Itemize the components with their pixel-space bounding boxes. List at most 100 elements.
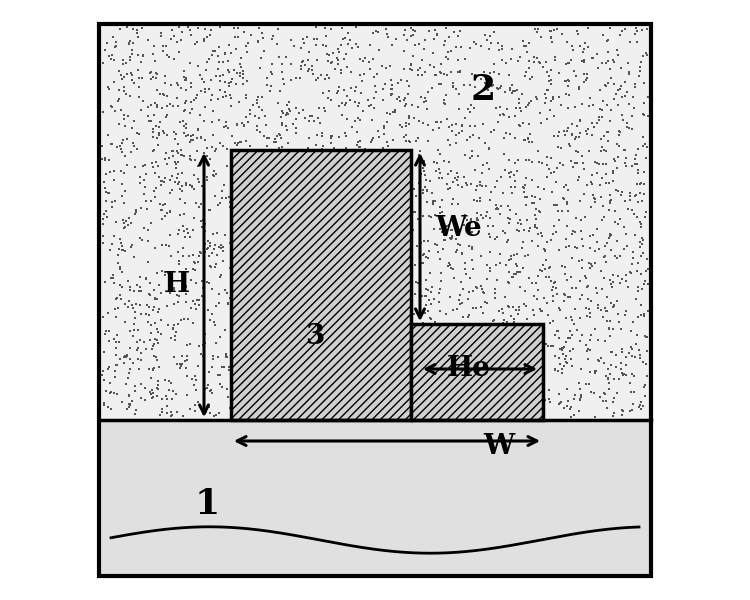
Point [578, 77, 590, 86]
Point [400, 118, 412, 128]
Point [445, 233, 457, 243]
Point [466, 244, 478, 254]
Point [234, 137, 246, 146]
Point [455, 277, 467, 286]
Point [111, 293, 123, 302]
Point [160, 268, 172, 277]
Point [424, 60, 436, 70]
Point [186, 181, 198, 191]
Point [419, 236, 430, 246]
Point [450, 138, 462, 148]
Point [409, 289, 421, 299]
Point [623, 196, 635, 205]
Point [466, 146, 478, 155]
Point [554, 303, 566, 313]
Point [640, 208, 652, 217]
Point [350, 22, 362, 32]
Point [494, 307, 506, 316]
Point [124, 354, 136, 364]
Point [117, 245, 129, 255]
Point [160, 240, 172, 250]
Point [562, 123, 574, 133]
Point [126, 124, 138, 133]
Point [128, 303, 140, 313]
Point [524, 119, 536, 128]
Point [196, 181, 208, 190]
Point [385, 85, 397, 94]
Point [413, 65, 424, 74]
Point [526, 191, 538, 200]
Point [611, 220, 623, 229]
Point [310, 23, 322, 32]
Point [498, 110, 510, 120]
Point [340, 49, 352, 59]
Point [256, 92, 268, 102]
Point [224, 81, 236, 91]
Point [558, 289, 570, 299]
Point [110, 41, 122, 51]
Point [352, 142, 364, 152]
Point [608, 251, 620, 260]
Point [638, 78, 650, 88]
Point [235, 53, 247, 63]
Point [425, 314, 437, 324]
Point [130, 207, 142, 217]
Point [569, 283, 581, 292]
Point [172, 259, 184, 269]
Point [545, 34, 557, 43]
Point [416, 158, 428, 167]
Point [152, 140, 164, 149]
Point [421, 252, 433, 262]
Point [545, 76, 557, 85]
Point [199, 220, 211, 229]
Point [187, 136, 199, 145]
Point [103, 336, 115, 346]
Point [519, 287, 531, 296]
Point [332, 44, 344, 54]
Point [148, 41, 160, 50]
Point [132, 354, 144, 364]
Point [626, 406, 638, 415]
Point [152, 376, 164, 386]
Point [149, 319, 161, 328]
Point [548, 283, 560, 292]
Point [569, 391, 581, 400]
Point [604, 23, 616, 33]
Point [312, 113, 324, 123]
Point [381, 117, 393, 127]
Point [328, 143, 340, 153]
Point [488, 67, 500, 77]
Point [440, 91, 452, 100]
Point [413, 179, 425, 188]
Point [623, 379, 635, 388]
Point [641, 254, 653, 264]
Point [447, 265, 459, 274]
Point [302, 47, 314, 57]
Point [381, 29, 393, 39]
Point [214, 379, 226, 389]
Point [524, 155, 536, 164]
Point [548, 167, 560, 177]
Point [182, 228, 194, 238]
Point [622, 58, 634, 68]
Point [459, 150, 471, 160]
Point [442, 184, 454, 194]
Point [462, 294, 474, 304]
Point [452, 67, 464, 77]
Point [275, 142, 287, 151]
Point [576, 263, 588, 272]
Point [109, 55, 121, 65]
Point [340, 98, 352, 107]
Point [209, 262, 221, 272]
Point [162, 320, 174, 329]
Point [604, 275, 616, 284]
Point [470, 196, 482, 205]
Point [103, 155, 115, 165]
Point [200, 383, 212, 393]
Point [373, 126, 385, 136]
Point [472, 182, 484, 191]
Point [529, 222, 541, 232]
Point [513, 227, 525, 236]
Point [498, 133, 510, 143]
Point [118, 353, 130, 362]
